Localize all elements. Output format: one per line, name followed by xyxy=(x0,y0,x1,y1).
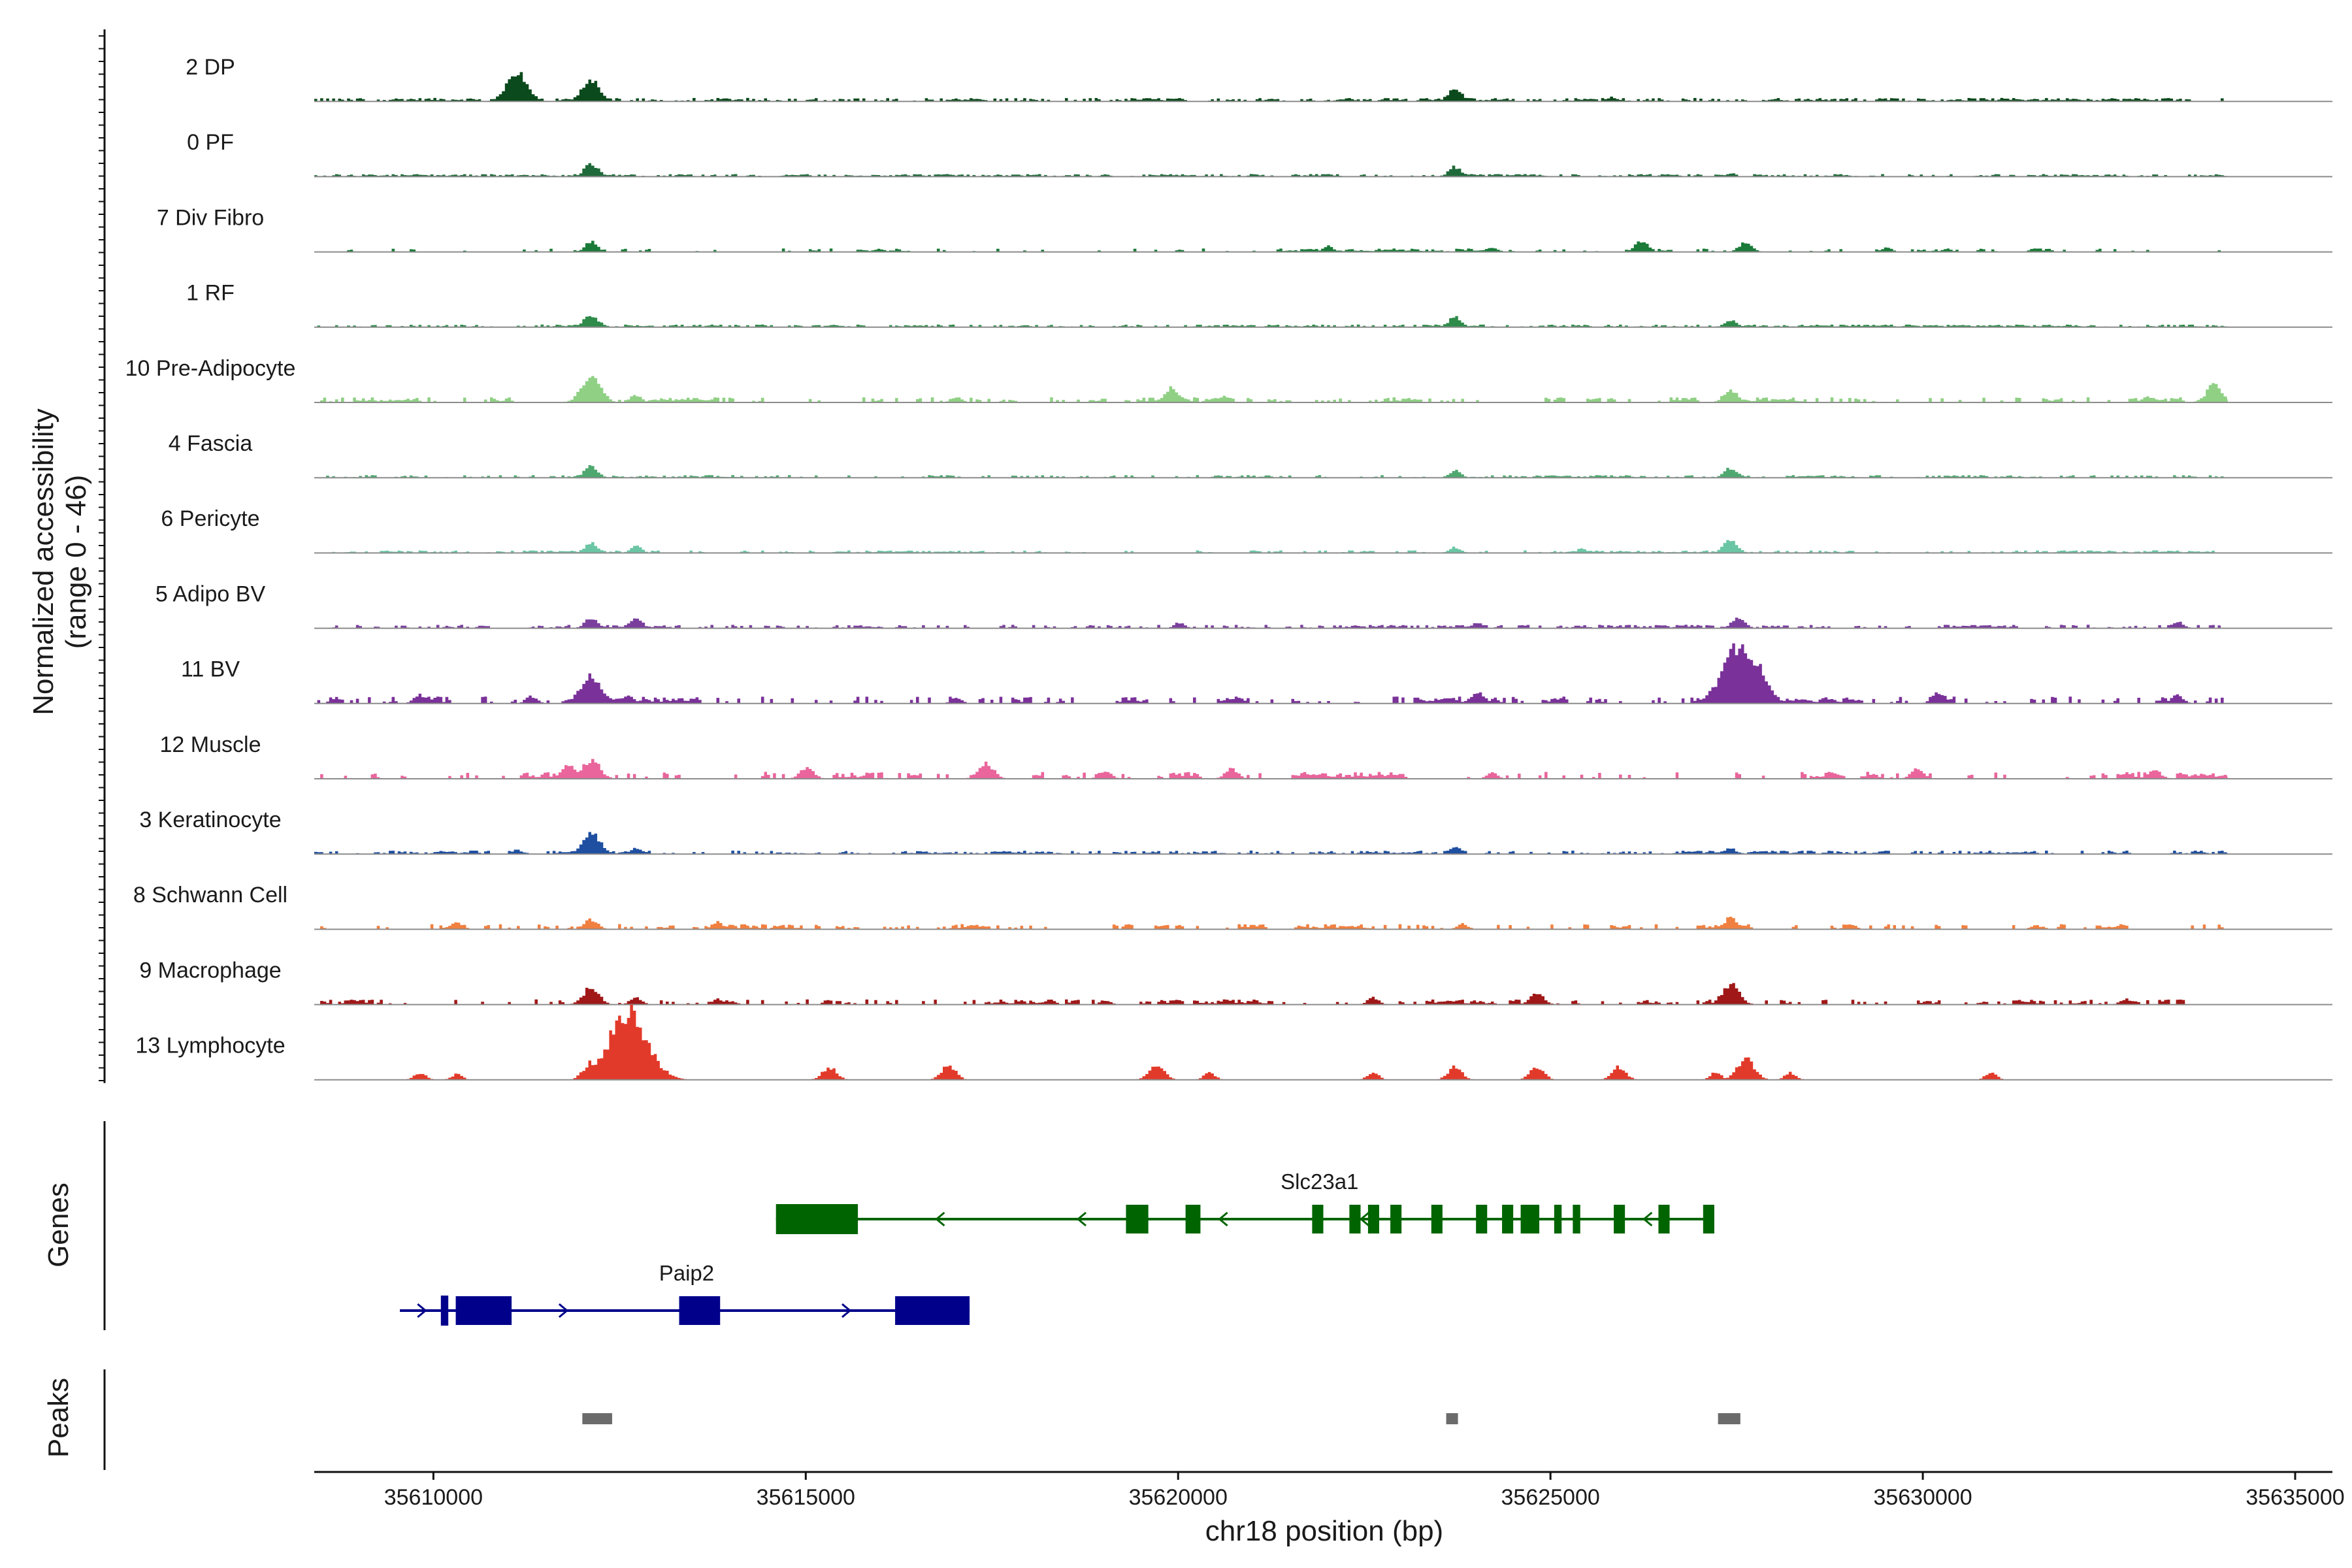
coverage-area xyxy=(314,240,2229,252)
gene-exon xyxy=(1520,1205,1540,1233)
track-12-muscle: 12 Muscle xyxy=(160,732,2332,779)
track-13-lymphocyte: 13 Lymphocyte xyxy=(135,1004,2332,1081)
track-label: 2 DP xyxy=(186,55,235,80)
track-8-schwann-cell: 8 Schwann Cell xyxy=(133,883,2332,930)
x-axis-title: chr18 position (bp) xyxy=(1205,1515,1443,1547)
track-label: 10 Pre-Adipocyte xyxy=(125,356,296,381)
track-label: 12 Muscle xyxy=(160,732,261,757)
track-label: 0 PF xyxy=(187,130,234,155)
coverage-tracks: 2 DP 0 PF 7 Div Fibro 1 RF 10 Pre-Adipocyte 4… xyxy=(125,55,2332,1081)
coverage-area xyxy=(314,643,2229,704)
coverage-area xyxy=(314,465,2229,478)
track-1-rf: 1 RF xyxy=(186,281,2332,328)
gene-exon xyxy=(1431,1205,1443,1233)
x-tick-label: 35635000 xyxy=(2246,1485,2344,1510)
track-10-pre-adipocyte: 10 Pre-Adipocyte xyxy=(125,356,2332,403)
track-11-bv: 11 BV xyxy=(181,643,2332,704)
strand-arrow-icon xyxy=(1359,1211,1370,1227)
gene-exon xyxy=(679,1296,721,1325)
track-label: 5 Adipo BV xyxy=(155,581,266,606)
coverage-area xyxy=(314,832,2229,855)
x-axis: 35610000 35615000 35620000 35625000 35630000… xyxy=(99,29,2345,1510)
coverage-area xyxy=(314,617,2229,629)
strand-arrow-icon xyxy=(1642,1211,1653,1227)
track-label: 3 Keratinocyte xyxy=(139,808,281,832)
peaks-track-title: Peaks xyxy=(42,1378,74,1458)
x-tick-label: 35615000 xyxy=(757,1485,855,1510)
coverage-area xyxy=(314,759,2229,779)
x-tick-label: 35630000 xyxy=(1873,1485,1972,1510)
track-label: 9 Macrophage xyxy=(139,958,281,983)
gene-exon xyxy=(1312,1205,1324,1233)
gene-exon xyxy=(1349,1205,1361,1233)
strand-arrow-icon xyxy=(558,1303,569,1318)
gene-exon xyxy=(1476,1205,1488,1233)
track-6-pericyte: 6 Pericyte xyxy=(161,506,2332,554)
track-4-fascia: 4 Fascia xyxy=(169,431,2332,479)
track-0-pf: 0 PF xyxy=(187,130,2332,178)
strand-arrow-icon xyxy=(1076,1211,1087,1227)
x-tick-label: 35620000 xyxy=(1129,1485,1228,1510)
coverage-area xyxy=(314,376,2229,402)
strand-arrow-icon xyxy=(841,1303,852,1318)
y-axis-title-line1: Normalized accessibility xyxy=(27,408,59,715)
x-tick-label: 35625000 xyxy=(1501,1485,1600,1510)
track-label: 1 RF xyxy=(186,281,235,306)
track-label: 7 Div Fibro xyxy=(157,205,264,230)
gene-name-label: Slc23a1 xyxy=(1281,1169,1358,1194)
peaks-track xyxy=(103,1369,1740,1470)
strand-arrow-icon xyxy=(417,1303,427,1318)
coverage-area xyxy=(314,983,2229,1005)
coverage-area xyxy=(314,917,2229,930)
peak-region xyxy=(1718,1413,1740,1424)
track-3-keratinocyte: 3 Keratinocyte xyxy=(139,808,2332,855)
peak-region xyxy=(582,1413,612,1424)
gene-exon xyxy=(895,1296,970,1325)
coverage-area xyxy=(314,540,2229,553)
y-axis-title-line2: (range 0 - 46) xyxy=(60,475,92,649)
coverage-area xyxy=(314,72,2229,102)
track-label: 8 Schwann Cell xyxy=(133,883,287,907)
gene-exon xyxy=(1367,1205,1379,1233)
coverage-area xyxy=(314,1004,2229,1080)
gene-exon xyxy=(1554,1205,1562,1233)
gene-slc23a1: Slc23a1 xyxy=(776,1169,1714,1234)
track-9-macrophage: 9 Macrophage xyxy=(139,958,2332,1005)
track-5-adipo-bv: 5 Adipo BV xyxy=(155,581,2332,629)
gene-exon xyxy=(1502,1205,1514,1233)
coverage-area xyxy=(314,316,2229,327)
gene-paip2: Paip2 xyxy=(400,1261,970,1326)
gene-exon xyxy=(440,1296,449,1326)
gene-exon xyxy=(1390,1205,1402,1233)
track-7-div-fibro: 7 Div Fibro xyxy=(157,205,2332,253)
track-label: 4 Fascia xyxy=(169,431,253,456)
track-2-dp: 2 DP xyxy=(186,55,2332,103)
strand-arrow-icon xyxy=(935,1211,945,1227)
peak-region xyxy=(1446,1413,1458,1424)
gene-exon xyxy=(1658,1205,1670,1233)
gene-exon xyxy=(1573,1205,1580,1233)
gene-exon xyxy=(1703,1205,1714,1233)
genes-track-title: Genes xyxy=(42,1183,74,1267)
gene-name-label: Paip2 xyxy=(659,1261,714,1285)
gene-exon xyxy=(1614,1205,1625,1233)
x-tick-label: 35610000 xyxy=(384,1485,483,1510)
gene-exon xyxy=(1126,1205,1149,1233)
track-label: 13 Lymphocyte xyxy=(135,1034,285,1058)
genes-track: Slc23a1 Paip2 xyxy=(103,1121,1714,1330)
track-label: 11 BV xyxy=(181,657,240,682)
gene-exon xyxy=(776,1204,858,1234)
coverage-area xyxy=(314,163,2229,177)
gene-exon xyxy=(1185,1205,1201,1233)
strand-arrow-icon xyxy=(1218,1211,1228,1227)
gene-exon xyxy=(455,1296,512,1325)
track-label: 6 Pericyte xyxy=(161,506,259,531)
